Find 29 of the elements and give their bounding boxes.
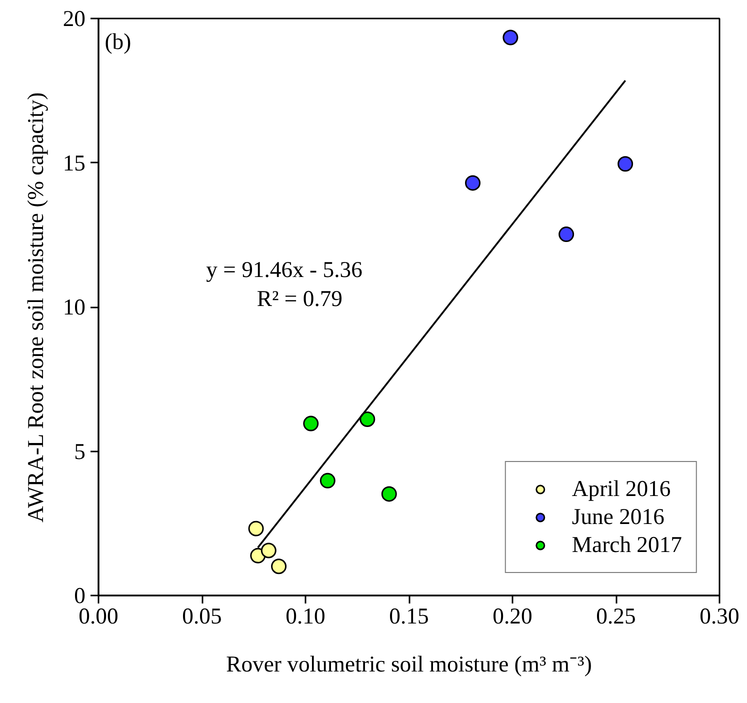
x-tick-label: 0.25 — [596, 604, 636, 628]
point — [502, 30, 518, 46]
point — [320, 472, 336, 488]
y-tick-label: 5 — [74, 438, 86, 464]
x-tick-label: 0.10 — [286, 604, 326, 628]
annotation: (b) — [104, 29, 132, 54]
point — [248, 520, 264, 536]
point — [558, 226, 574, 242]
y-tick-label: 20 — [62, 6, 86, 31]
y-tick-label: 15 — [62, 150, 86, 176]
point — [618, 156, 634, 172]
x-tick-label: 0.30 — [700, 604, 740, 628]
legend-label: April 2016 — [572, 476, 671, 502]
legend-label: March 2017 — [572, 532, 682, 558]
point — [465, 175, 481, 191]
x-tick-label: 0.15 — [389, 604, 429, 628]
point — [271, 558, 287, 574]
annotation: y = 91.46x - 5.36 — [206, 256, 362, 282]
x-tick-label: 0.20 — [492, 604, 532, 628]
x-axis-title: Rover volumetric soil moisture (m³ m⁻³) — [226, 652, 592, 676]
x-tick-label: 0.05 — [182, 604, 222, 628]
point — [381, 486, 397, 502]
point — [360, 411, 376, 427]
legend-label: June 2016 — [572, 504, 664, 530]
annotation: R² = 0.79 — [256, 286, 343, 311]
y-axis-title: AWRA-L Root zone soil moisture (% capacity) — [22, 92, 48, 523]
y-tick-label: 10 — [62, 294, 86, 320]
point — [260, 542, 276, 558]
point — [303, 416, 319, 432]
